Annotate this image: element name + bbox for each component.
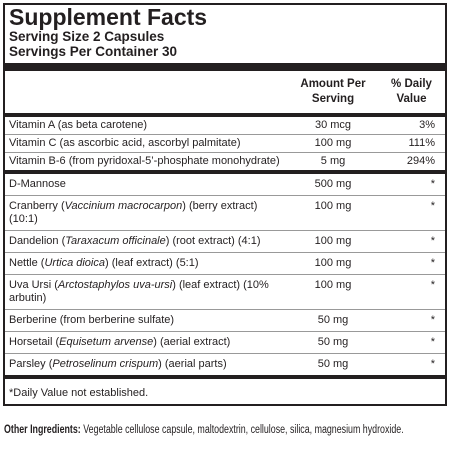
nutrient-row: Nettle (Urtica dioica) (leaf extract) (5… [5,253,445,275]
daily-value: * [430,279,435,291]
nutrient-row: D-Mannose 500 mg * [5,174,445,196]
nutrient-row: Berberine (from berberine sulfate) 50 mg * [5,310,445,332]
amount: 5 mg [320,155,346,167]
daily-value: 294% [406,155,435,167]
servings-per-container: Servings Per Container 30 [9,44,178,59]
name-part: Uva Ursi ( [9,279,58,291]
nutrient-row: Dandelion (Taraxacum officinale) (root e… [5,231,445,253]
name-part: Berberine (from berberine sulfate) [9,314,175,326]
title: Supplement Facts [9,4,208,30]
name-part: Vaccinium macrocarpon [64,200,183,212]
amount: 100 mg [314,137,352,149]
amount: 50 mg [317,358,349,370]
table-body: Vitamin A (as beta carotene) 30 mcg 3% Vita… [5,117,445,379]
name-part: Vitamin C (as ascorbic acid, ascorbyl pa… [9,137,241,149]
name-part: Taraxacum officinale [65,235,166,247]
nutrient-row: Vitamin C (as ascorbic acid, ascorbyl pa… [5,135,445,153]
nutrient-row: Horsetail (Equisetum arvense) (aerial ex… [5,332,445,354]
daily-value: * [430,178,435,190]
name-part: Dandelion ( [9,235,66,247]
nutrient-name: D-Mannose [5,178,288,191]
nutrient-name: Cranberry (Vaccinium macrocarpon) (berry… [5,200,288,226]
row-group: D-Mannose 500 mg * Cranberry (Vaccinium mac… [5,174,445,379]
nutrient-name: Horsetail (Equisetum arvense) (aerial ex… [5,336,288,349]
table-header: Amount Per Serving % Daily Value [5,71,445,117]
name-part: Arctostaphylos uva-ursi [57,279,173,291]
nutrient-name: Vitamin B-6 (from pyridoxal-5’-phosphate… [5,155,288,168]
name-part: ) (aerial extract) [153,336,231,348]
name-part: Petroselinum crispum [52,358,159,370]
daily-value: * [430,358,435,370]
name-part: Vitamin A (as beta carotene) [9,119,147,131]
nutrient-row: Cranberry (Vaccinium macrocarpon) (berry… [5,196,445,231]
footnote: *Daily Value not established. [9,387,149,399]
column-header: Amount Per Serving [300,78,366,105]
nutrient-name: Vitamin C (as ascorbic acid, ascorbyl pa… [5,137,288,150]
nutrient-name: Uva Ursi (Arctostaphylos uva-ursi) (leaf… [5,279,288,305]
nutrient-name: Vitamin A (as beta carotene) [5,119,288,132]
serving-size: Serving Size 2 Capsules [9,29,165,44]
amount: 100 mg [314,279,352,291]
column-header: % Daily Value [391,78,432,105]
amount: 50 mg [317,314,349,326]
nutrient-name: Nettle (Urtica dioica) (leaf extract) (5… [5,257,288,270]
name-part: ) (aerial parts) [158,358,227,370]
amount: 30 mcg [314,119,352,131]
divider-bar [5,63,445,71]
other-label: Other Ingredients: [4,424,81,436]
daily-value: 111% [408,137,435,149]
name-part: Parsley ( [9,358,53,370]
daily-value: * [430,235,435,247]
amount: 50 mg [317,336,349,348]
name-part: Horsetail ( [9,336,60,348]
name-part: Nettle ( [9,257,45,269]
facts-panel: Supplement Facts Serving Size 2 Capsules… [3,3,447,406]
name-part: ) (leaf extract) (5:1) [105,257,199,269]
daily-value: * [430,336,435,348]
name-part: Equisetum arvense [59,336,154,348]
name-part: ) (leaf extract) (10% arbutin) [9,279,269,304]
daily-value: * [430,314,435,326]
name-part: Urtica dioica [44,257,105,269]
name-part: ) (root extract) (4:1) [165,235,261,247]
name-part: D-Mannose [9,178,66,190]
name-part: Cranberry ( [9,200,65,212]
name-part: Vitamin B-6 (from pyridoxal-5’-phosphate… [9,155,280,167]
nutrient-name: Parsley (Petroselinum crispum) (aerial p… [5,358,288,371]
nutrient-row: Vitamin A (as beta carotene) 30 mcg 3% [5,117,445,135]
daily-value: 3% [419,119,435,131]
nutrient-row: Parsley (Petroselinum crispum) (aerial p… [5,354,445,375]
name-part: ) (berry extract) (10:1) [9,200,258,225]
nutrient-row: Uva Ursi (Arctostaphylos uva-ursi) (leaf… [5,275,445,310]
nutrient-row: Vitamin B-6 (from pyridoxal-5’-phosphate… [5,153,445,170]
nutrient-name: Dandelion (Taraxacum officinale) (root e… [5,235,288,248]
other-text: Vegetable cellulose capsule, maltodextri… [83,424,404,436]
amount: 100 mg [314,235,352,247]
other-ingredients: Other Ingredients: Vegetable cellulose c… [4,424,404,436]
daily-value: * [430,257,435,269]
amount: 500 mg [314,178,352,190]
nutrient-name: Berberine (from berberine sulfate) [5,314,288,327]
amount: 100 mg [314,257,352,269]
amount: 100 mg [314,200,352,212]
row-group: Vitamin A (as beta carotene) 30 mcg 3% Vita… [5,117,445,174]
daily-value: * [430,200,435,212]
